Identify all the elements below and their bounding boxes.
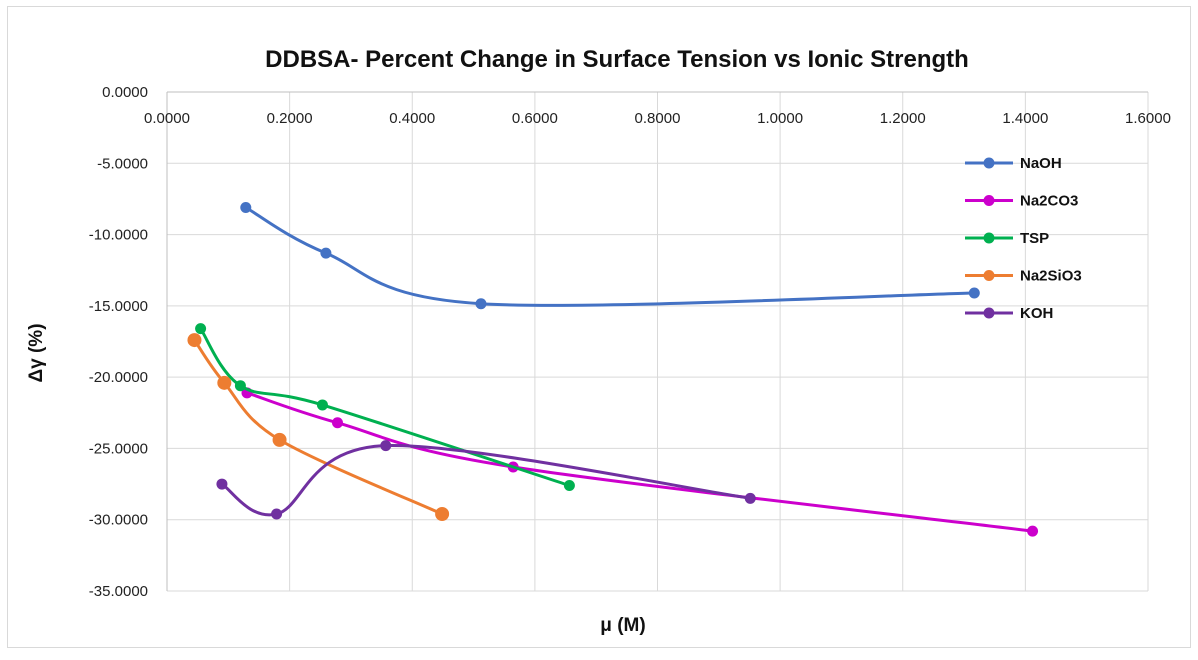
data-point-naoh: [240, 201, 252, 213]
data-point-na2sio3: [435, 507, 450, 522]
legend-item-koh: KOH: [965, 305, 1053, 322]
y-tick-label: -15.0000: [89, 298, 148, 315]
series-na2sio3: [187, 333, 450, 522]
legend: NaOH Na2CO3 TSP Na2SiO3 KOH: [965, 155, 1082, 322]
data-point-koh: [744, 492, 756, 504]
legend-item-naoh: NaOH: [965, 155, 1062, 172]
x-tick-label: 0.6000: [512, 110, 558, 127]
series-line-na2co3: [245, 391, 1034, 533]
data-point-na2sio3: [272, 432, 287, 447]
series-line-koh: [220, 444, 752, 517]
y-tick-label: -20.0000: [89, 369, 148, 386]
series-koh: [216, 440, 756, 520]
y-tick-label: -5.0000: [97, 155, 148, 172]
x-axis-title: μ (M): [600, 615, 645, 636]
y-tick-label: -30.0000: [89, 512, 148, 529]
legend-label-koh: KOH: [1020, 305, 1053, 322]
data-point-na2co3: [1027, 525, 1039, 537]
data-point-koh: [380, 440, 392, 452]
grid-lines: [166, 91, 1149, 592]
series-line-tsp: [199, 327, 571, 487]
y-tick-label: 0.0000: [102, 84, 148, 101]
x-tick-label: 1.0000: [757, 110, 803, 127]
series-layer: [187, 201, 1039, 537]
legend-marker-naoh: [983, 157, 995, 169]
y-tick-label: -25.0000: [89, 440, 148, 457]
series-na2co3: [241, 387, 1039, 537]
data-point-tsp: [316, 399, 328, 411]
legend-item-tsp: TSP: [965, 230, 1049, 247]
data-point-na2co3: [332, 417, 344, 429]
legend-marker-koh: [983, 307, 995, 319]
x-tick-label: 0.8000: [635, 110, 681, 127]
x-tick-label: 1.6000: [1125, 110, 1171, 127]
x-tick-label: 0.0000: [144, 110, 190, 127]
x-tick-label: 0.2000: [267, 110, 313, 127]
data-point-tsp: [563, 479, 575, 491]
y-tick-label: -35.0000: [89, 583, 148, 600]
data-point-koh: [271, 508, 283, 520]
data-point-tsp: [195, 323, 207, 335]
legend-item-na2co3: Na2CO3: [965, 193, 1078, 210]
chart-title: DDBSA- Percent Change in Surface Tension…: [265, 46, 969, 73]
x-tick-label: 1.4000: [1002, 110, 1048, 127]
y-axis-ticks: 0.0000 -5.0000 -10.0000 -15.0000 -20.0000 -25…: [89, 84, 148, 600]
legend-item-na2sio3: Na2SiO3: [965, 268, 1082, 285]
legend-label-na2sio3: Na2SiO3: [1020, 268, 1082, 285]
legend-label-naoh: NaOH: [1020, 155, 1062, 172]
legend-marker-na2co3: [983, 195, 995, 206]
legend-marker-na2sio3: [983, 270, 995, 281]
series-tsp: [195, 323, 575, 491]
y-tick-label: -10.0000: [89, 227, 148, 244]
data-point-na2sio3: [217, 375, 232, 390]
legend-label-tsp: TSP: [1020, 230, 1049, 247]
chart-border: [7, 6, 1191, 648]
legend-marker-tsp: [983, 232, 995, 244]
data-point-na2sio3: [187, 333, 202, 348]
series-line-na2sio3: [193, 338, 444, 516]
series-naoh: [240, 201, 980, 310]
x-axis-ticks: 0.0000 0.2000 0.4000 0.6000 0.8000 1.0000 1.20…: [144, 110, 1171, 127]
data-point-tsp: [234, 380, 246, 392]
x-tick-label: 0.4000: [389, 110, 435, 127]
data-point-naoh: [968, 287, 980, 299]
data-point-koh: [216, 478, 228, 490]
data-point-naoh: [320, 247, 332, 259]
x-tick-label: 1.2000: [880, 110, 926, 127]
series-line-naoh: [244, 206, 976, 307]
data-point-naoh: [475, 298, 487, 310]
legend-label-na2co3: Na2CO3: [1020, 193, 1078, 210]
y-axis-title: Δγ (%): [26, 323, 47, 382]
